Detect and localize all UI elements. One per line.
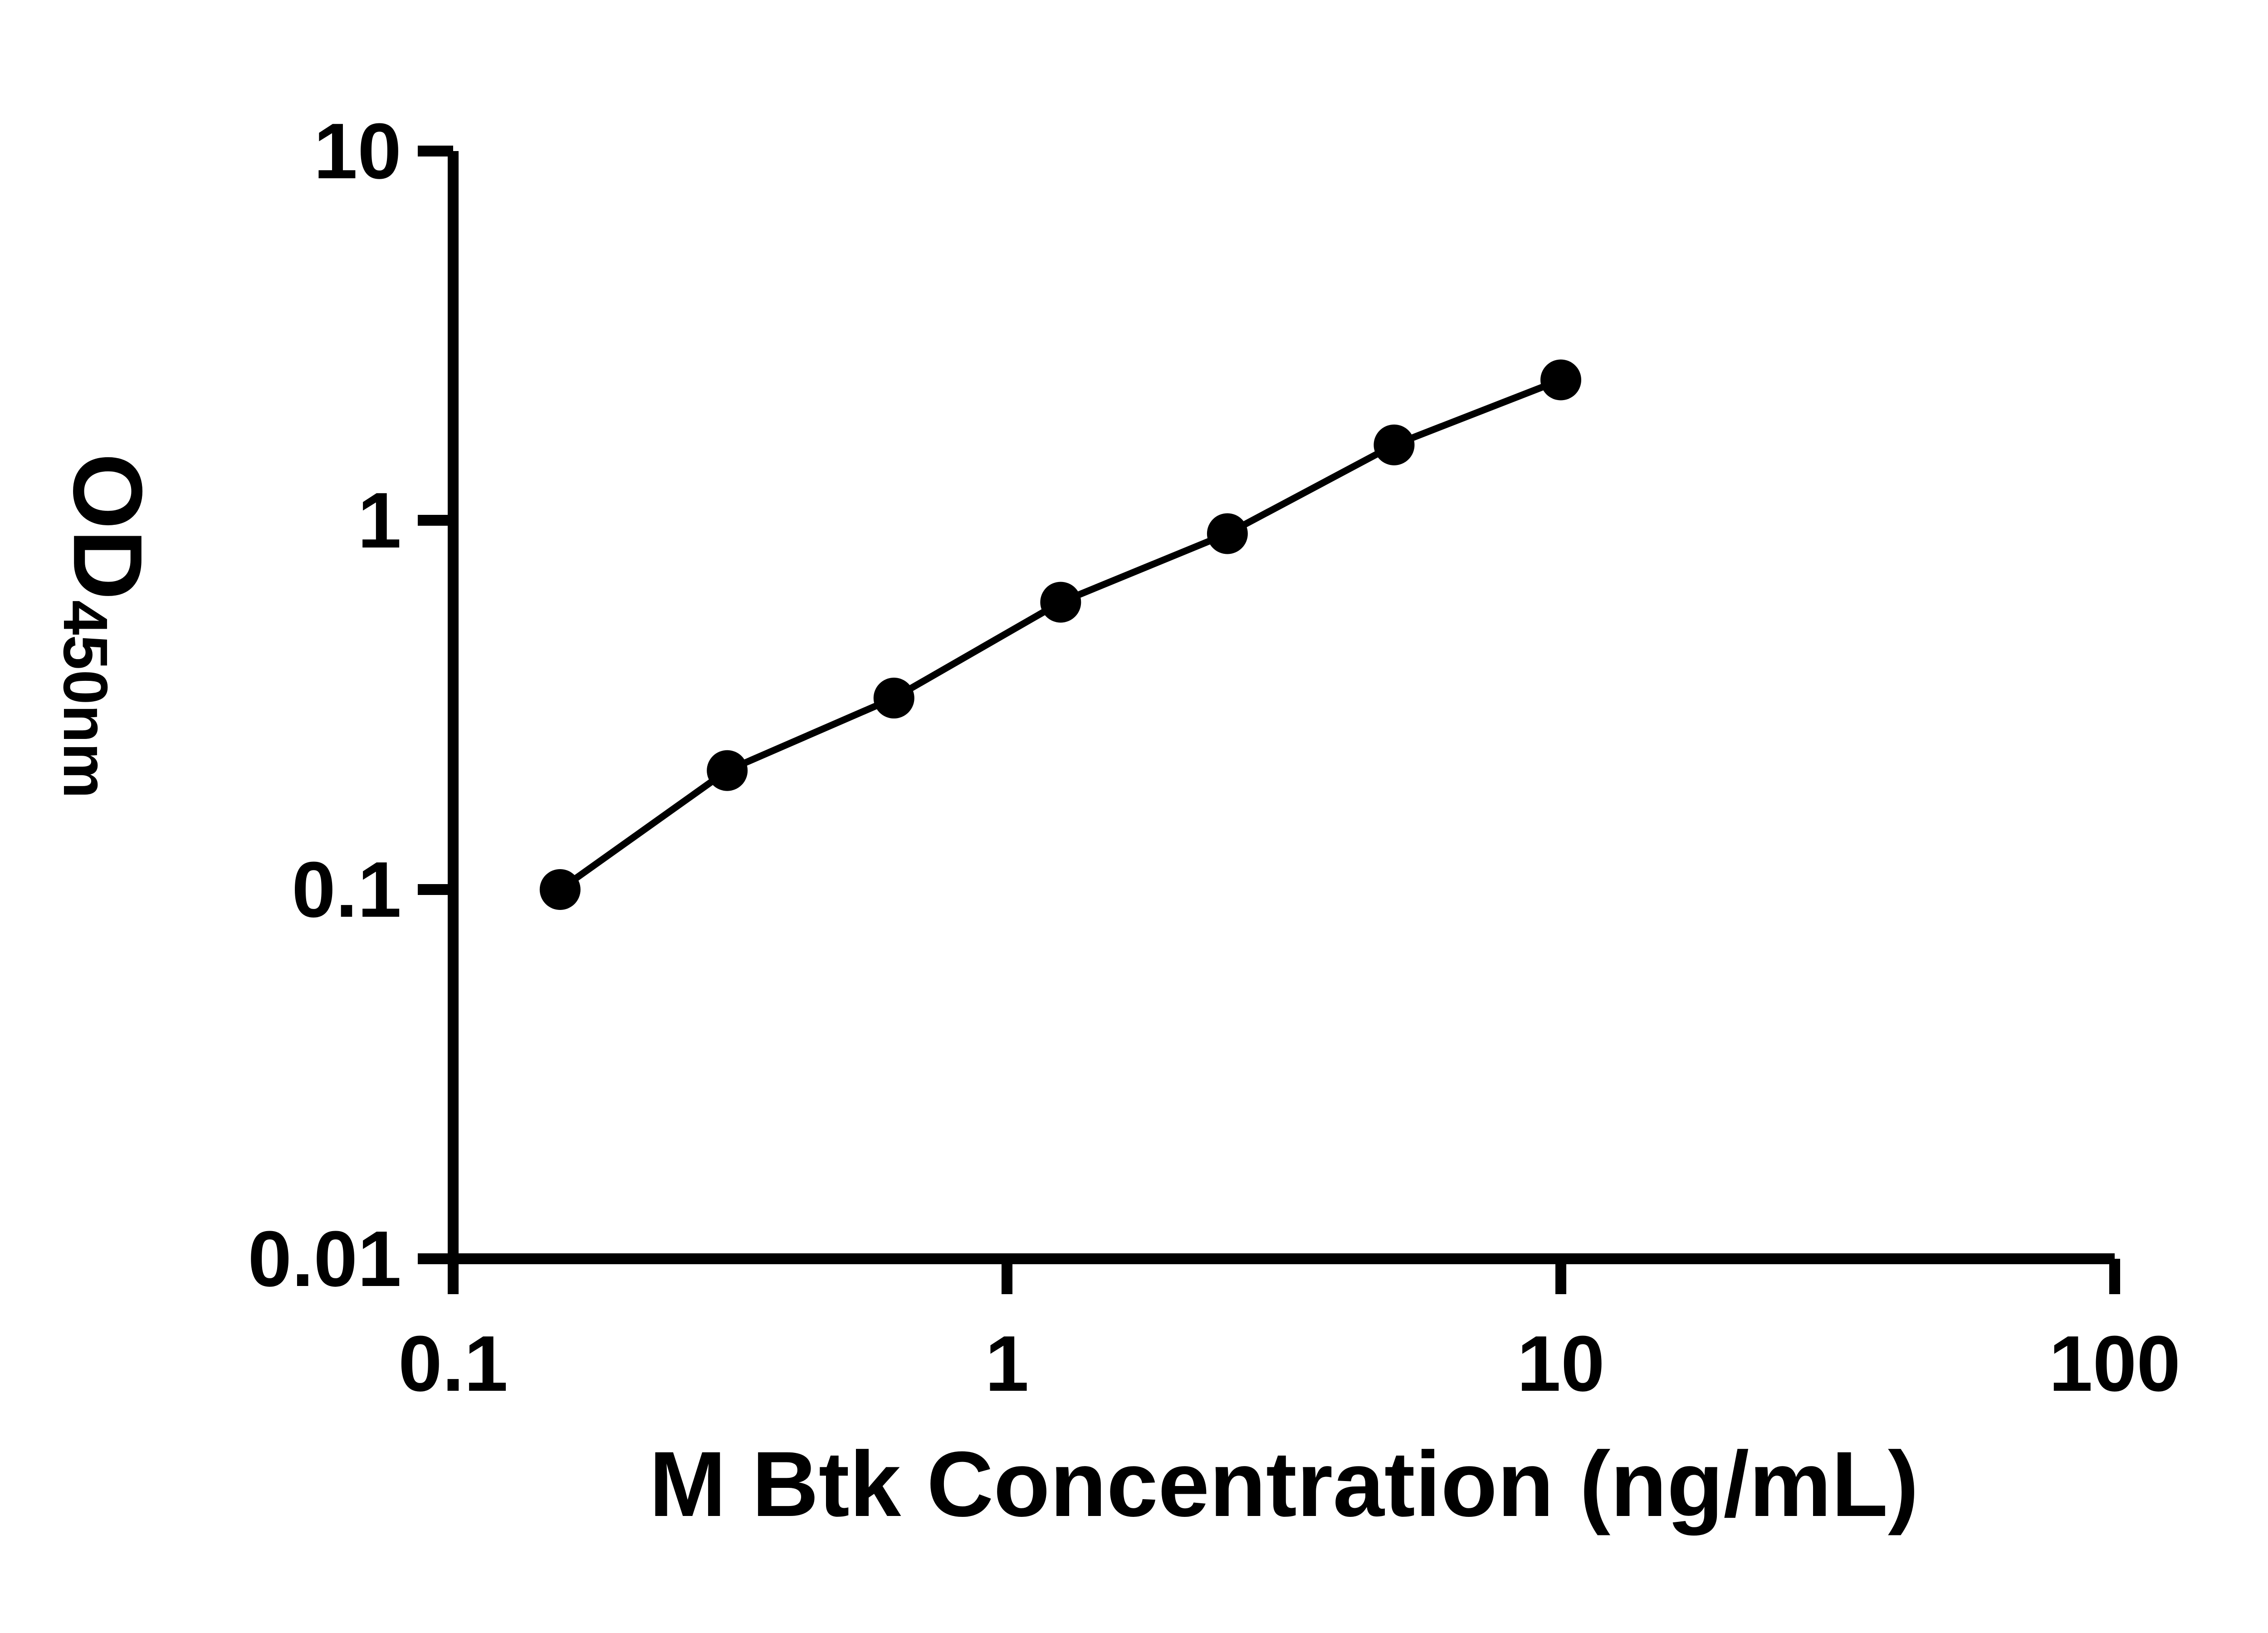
y-tick-label: 10: [313, 107, 401, 195]
data-point: [1540, 359, 1581, 401]
data-point: [873, 677, 914, 719]
y-axis-title: OD450nm: [50, 453, 161, 798]
data-point: [1374, 424, 1415, 465]
x-tick-labels: 0.1 1 10 100: [398, 1319, 2180, 1408]
axes: [448, 151, 2115, 1264]
x-tick-label: 100: [2049, 1319, 2180, 1408]
x-tick-label: 10: [1517, 1319, 1605, 1408]
data-point: [1040, 582, 1081, 623]
data-point: [707, 750, 748, 791]
data-point: [539, 869, 581, 910]
x-axis-title: M Btk Concentration (ng/mL): [649, 1433, 1919, 1536]
data-point: [1207, 513, 1248, 554]
y-axis-title-subscript: 450nm: [50, 600, 121, 799]
y-tick-label: 1: [357, 476, 401, 564]
y-tick-labels: 0.01 0.1 1 10: [248, 107, 401, 1303]
axis-ticks: [418, 146, 2120, 1294]
y-tick-label: 0.1: [292, 845, 401, 934]
y-axis-title-main: OD: [52, 453, 161, 600]
x-tick-label: 1: [985, 1319, 1029, 1408]
y-tick-label: 0.01: [248, 1214, 401, 1303]
data-points: [539, 359, 1581, 910]
x-tick-label: 0.1: [398, 1319, 508, 1408]
